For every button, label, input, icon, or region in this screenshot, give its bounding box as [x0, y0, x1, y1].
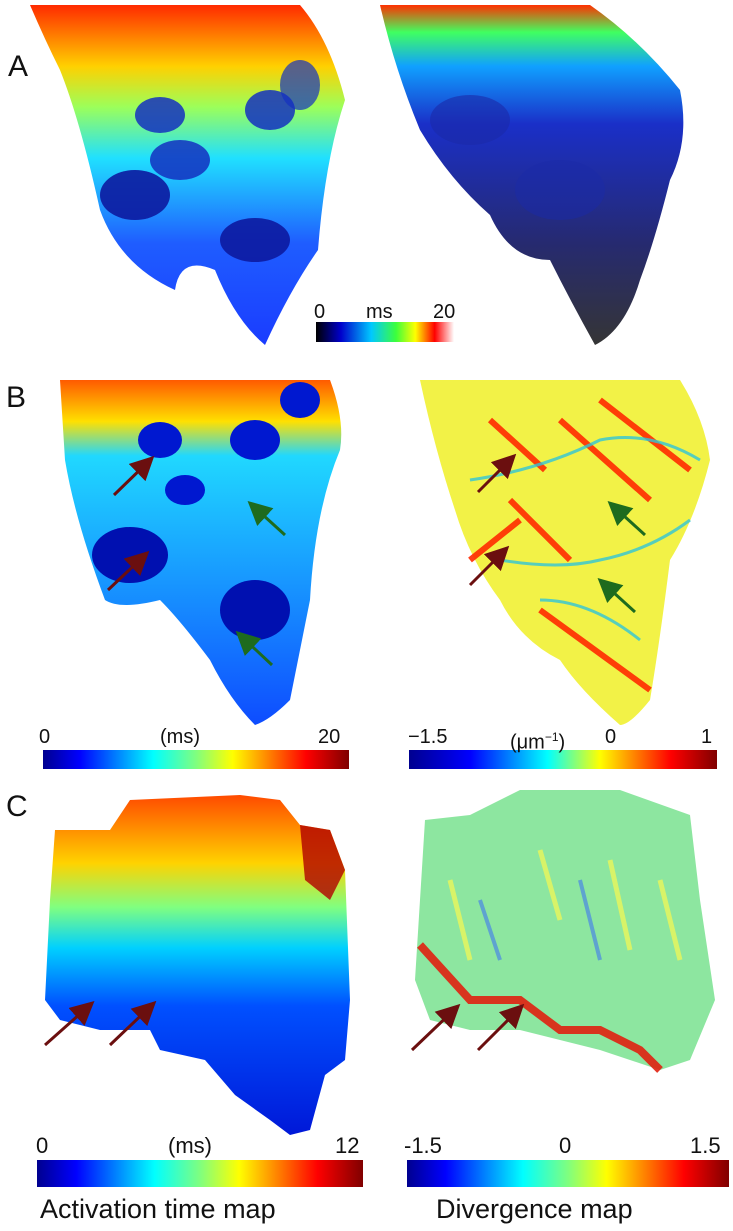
panel-c-left-colorbar-min: 0: [36, 1133, 49, 1158]
panel-c-right-colorbar: [407, 1160, 729, 1187]
panel-c-right-colorbar-mid: 0: [559, 1133, 572, 1158]
panel-b-right-colorbar-min: −1.5: [408, 726, 448, 748]
arrow-b-left-green-1: [247, 500, 287, 537]
arrow-b-left-2: [106, 550, 150, 592]
panel-c-left-colorbar-max: 12: [335, 1133, 360, 1158]
panel-b-right-colorbar: [409, 750, 717, 769]
panel-a-colorbar-unit: ms: [366, 301, 393, 323]
panel-a-colorbar-min: 0: [314, 301, 326, 323]
panel-a-colorbar-max: 20: [433, 301, 456, 323]
panel-c-letter: C: [6, 790, 28, 823]
panel-a-left-map: [30, 5, 345, 345]
panel-b-right-map: [420, 380, 710, 725]
caption-divergence-map: Divergence map: [436, 1194, 633, 1224]
arrow-b-right-green-2: [597, 577, 637, 614]
panel-b-right-colorbar-max: 1: [701, 726, 713, 748]
panel-a-letter: A: [8, 50, 29, 83]
arrow-b-right-green-1: [607, 500, 647, 537]
panel-c-left-map: [45, 795, 350, 1135]
arrow-b-right-2: [468, 545, 510, 587]
arrows-group: [44, 453, 647, 1052]
panel-b-left-colorbar: [43, 750, 349, 769]
panel-b-right-colorbar-mid: 0: [605, 726, 617, 748]
panel-b-left-colorbar-unit: (ms): [160, 726, 200, 748]
panel-b-left-colorbar-max: 20: [318, 726, 341, 748]
panel-b-left-map: [60, 380, 342, 725]
arrow-b-right-1: [476, 453, 517, 494]
panel-b-right-colorbar-unit: (μm−1): [510, 727, 565, 753]
panel-a-right-map: [380, 5, 684, 345]
unit-base: (μm: [510, 731, 545, 754]
arrow-c-left-1: [44, 1001, 95, 1047]
panel-b-letter: B: [6, 381, 27, 414]
unit-close: ): [558, 731, 566, 754]
arrow-c-left-2: [108, 1000, 157, 1047]
panel-c-right-colorbar-max: 1.5: [690, 1133, 721, 1158]
panel-a-colorbar: [316, 322, 454, 342]
arrow-c-right-2: [476, 1003, 525, 1052]
arrow-b-left-green-2: [235, 630, 274, 667]
panel-c-right-map: [415, 790, 715, 1073]
panel-b-left-colorbar-min: 0: [39, 726, 51, 748]
caption-activation-time-map: Activation time map: [40, 1194, 276, 1224]
panel-c-left-colorbar: [37, 1160, 363, 1187]
panel-c-right-colorbar-min: -1.5: [404, 1133, 442, 1158]
arrow-b-left-1: [112, 455, 155, 497]
arrow-c-right-1: [410, 1003, 461, 1052]
unit-exponent: −1: [544, 730, 559, 744]
panel-c-left-colorbar-unit: (ms): [168, 1133, 212, 1158]
